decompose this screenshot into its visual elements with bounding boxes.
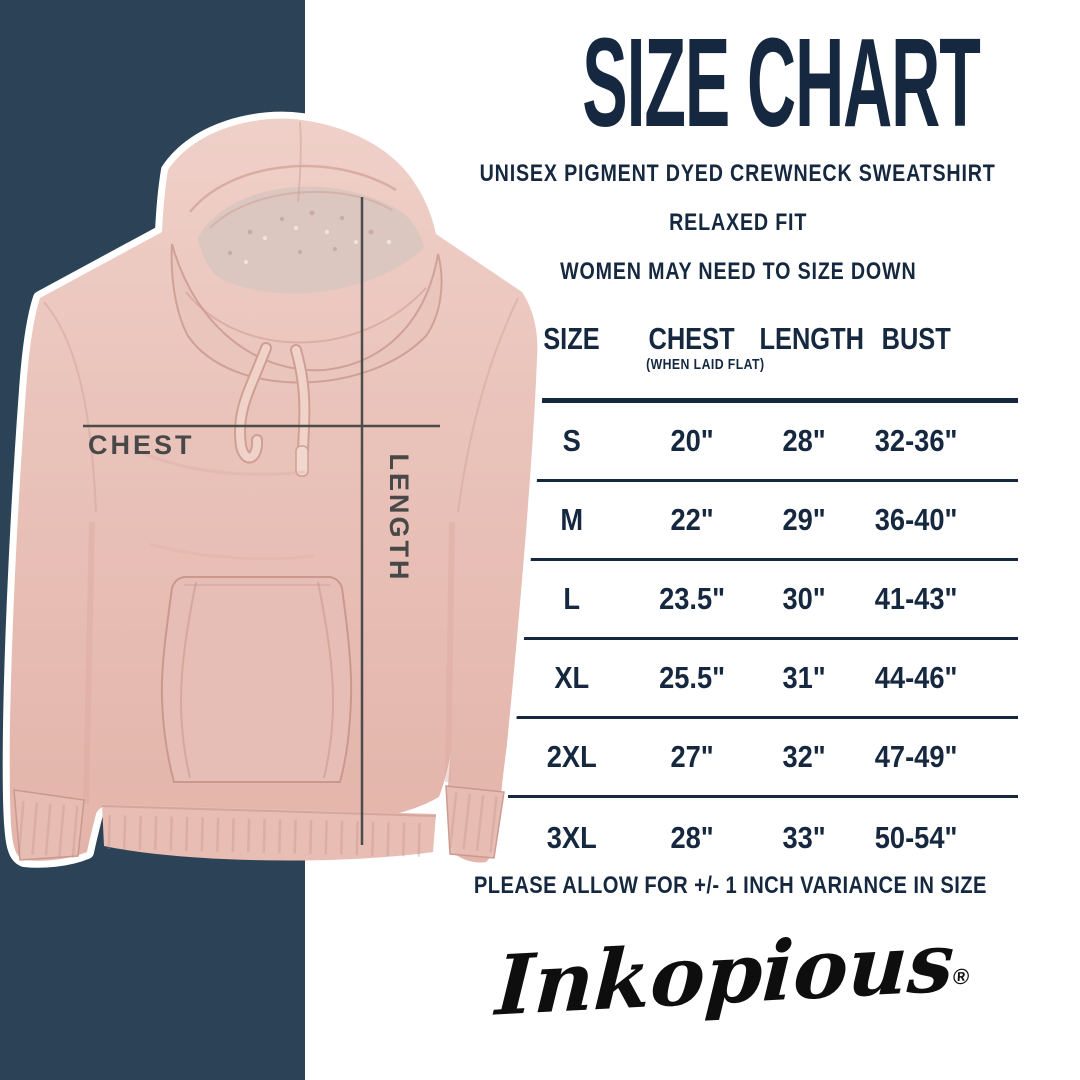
page-title: SIZE CHART (413, 20, 1053, 146)
subtitle-size-down: WOMEN MAY NEED TO SIZE DOWN (559, 258, 917, 285)
kangaroo-pocket (160, 576, 353, 783)
cell-bust: 44-46" (874, 660, 958, 695)
cell-chest: 28" (669, 820, 714, 855)
column-header-length: LENGTH (759, 321, 864, 356)
drawstrings (234, 342, 311, 477)
cell-length: 32" (782, 739, 826, 774)
cell-bust: 47-49" (874, 739, 958, 774)
measurement-guides: CHEST LENGTH (83, 197, 440, 845)
cell-chest: 20" (669, 423, 714, 458)
size-table: SIZE CHEST (WHEN LAID FLAT) LENGTH BUST … (508, 318, 1018, 878)
cell-size: 3XL (546, 820, 597, 855)
size-table-header: SIZE CHEST (WHEN LAID FLAT) LENGTH BUST (508, 318, 1018, 403)
cell-bust: 50-54" (874, 820, 958, 855)
hood-folds (189, 121, 397, 229)
hem-band (101, 804, 437, 861)
table-row-2xl: 2XL 27" 32" 47-49" (508, 719, 1018, 798)
subtitle-fit: RELAXED FIT (668, 209, 808, 236)
cell-chest: 23.5" (658, 581, 725, 616)
subtitle-product: UNISEX PIGMENT DYED CREWNECK SWEATSHIRT (480, 160, 996, 187)
cell-chest: 27" (669, 739, 714, 774)
cell-bust: 32-36" (874, 423, 958, 458)
variance-note: PLEASE ALLOW FOR +/- 1 INCH VARIANCE IN … (473, 872, 987, 899)
cell-bust: 41-43" (874, 581, 958, 616)
hoodie-photo-cutout: CHEST LENGTH (2, 111, 545, 870)
cell-length: 33" (782, 820, 826, 855)
table-row-s: S 20" 28" 32-36" (508, 403, 1018, 482)
cell-size: XL (554, 660, 590, 695)
collar-fold (170, 243, 443, 384)
cell-size: L (563, 581, 581, 616)
cell-length: 29" (782, 502, 826, 537)
cell-chest: 25.5" (658, 660, 725, 695)
column-header-size: SIZE (543, 321, 601, 356)
table-row-xl: XL 25.5" 31" 44-46" (508, 640, 1018, 719)
table-row-m: M 22" 29" 36-40" (508, 482, 1018, 561)
hoodie-silhouette (2, 111, 545, 870)
cell-size: S (562, 423, 581, 458)
cell-size: M (560, 502, 584, 537)
hood-lining (198, 186, 424, 294)
brand-logo: Inkopious® (411, 909, 1055, 1039)
chest-measure-label: CHEST (88, 430, 195, 460)
brand-logo-text: Inkopious (493, 914, 957, 1035)
cell-length: 28" (782, 423, 826, 458)
table-row-l: L 23.5" 30" 41-43" (508, 561, 1018, 640)
cell-length: 30" (782, 581, 826, 616)
cell-size: 2XL (546, 739, 597, 774)
cuffs (13, 785, 505, 861)
cell-length: 31" (782, 660, 826, 695)
length-measure-label: LENGTH (384, 454, 414, 583)
column-header-chest: CHEST (WHEN LAID FLAT) (645, 321, 764, 373)
table-row-3xl: 3XL 28" 33" 50-54" (508, 798, 1018, 878)
seams (43, 297, 519, 805)
page-title-text: SIZE CHART (582, 12, 981, 153)
cell-chest: 22" (669, 502, 714, 537)
column-header-bust: BUST (881, 321, 951, 356)
cell-bust: 36-40" (874, 502, 958, 537)
registered-mark: ® (952, 963, 970, 990)
